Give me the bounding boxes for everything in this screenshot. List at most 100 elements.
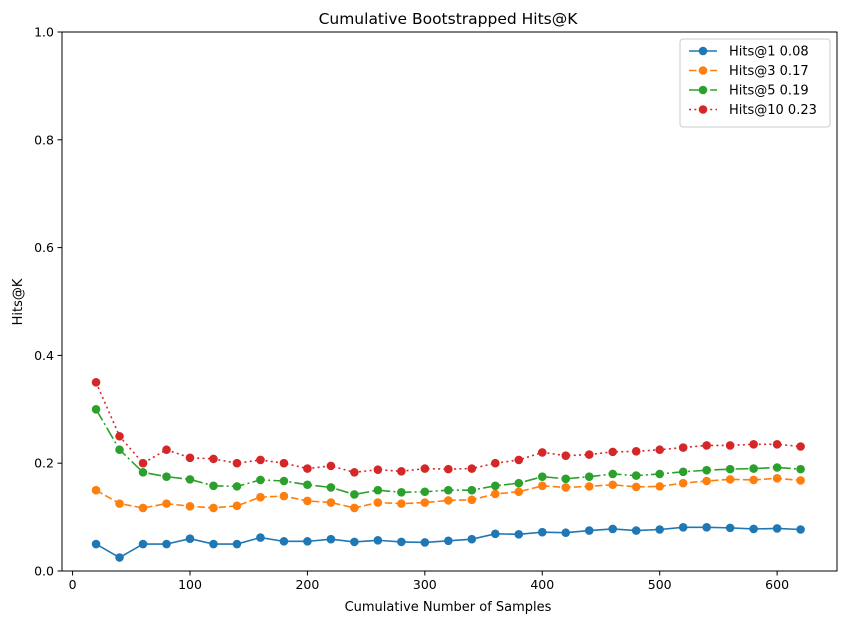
data-point [561, 474, 571, 484]
data-point [420, 487, 430, 497]
data-point [514, 478, 524, 488]
data-point [655, 445, 664, 455]
data-point [91, 485, 101, 495]
data-point [115, 553, 124, 562]
legend-label: Hits@10 0.23 [729, 103, 817, 118]
data-point [631, 482, 641, 492]
data-point [655, 482, 664, 491]
axes-frame [61, 31, 838, 572]
data-point [725, 523, 735, 533]
data-point [655, 469, 664, 479]
data-point [608, 447, 618, 457]
data-point [537, 472, 547, 481]
data-point [678, 523, 688, 532]
series-3 [91, 405, 805, 499]
data-point [91, 378, 101, 387]
data-point [631, 447, 641, 456]
data-point [444, 536, 453, 546]
data-point [185, 534, 195, 543]
data-point [397, 466, 406, 476]
data-point [115, 445, 124, 455]
data-point [631, 526, 641, 535]
data-point [749, 524, 758, 534]
data-point [467, 534, 477, 544]
series-layer [91, 378, 805, 562]
y-axis-label: Hits@K [11, 278, 26, 325]
chart-title: Cumulative Bootstrapped Hits@K [319, 10, 579, 28]
data-point [91, 405, 101, 414]
legend-item: Hits@10 0.23 [689, 103, 817, 118]
data-point [185, 502, 195, 511]
data-point [373, 535, 383, 545]
data-point [303, 537, 312, 546]
data-point [209, 539, 218, 549]
data-point [796, 525, 805, 534]
data-point [678, 443, 688, 452]
data-point [256, 533, 265, 542]
data-point [115, 499, 124, 508]
data-point [326, 498, 336, 507]
series-1 [91, 523, 805, 562]
data-point [678, 478, 688, 488]
data-point [256, 475, 265, 485]
legend-box [679, 38, 831, 128]
data-point [796, 442, 805, 451]
data-point [467, 485, 477, 495]
data-point [702, 465, 711, 475]
data-point [772, 473, 782, 483]
data-point [373, 465, 383, 474]
data-point [608, 524, 618, 534]
data-point [209, 454, 218, 464]
data-point [796, 476, 805, 485]
legend-marker [698, 105, 708, 114]
data-point [702, 476, 711, 486]
data-point [749, 440, 758, 449]
data-point [138, 458, 148, 468]
data-point [772, 440, 782, 449]
data-point [514, 455, 524, 465]
data-point [772, 524, 782, 533]
data-point [350, 537, 359, 547]
data-point [725, 464, 735, 474]
legend-item: Hits@5 0.19 [689, 84, 809, 99]
data-point [326, 534, 336, 544]
series-4 [91, 378, 805, 477]
data-point [537, 448, 547, 457]
legend-label: Hits@1 0.08 [729, 45, 809, 60]
data-point [209, 481, 218, 491]
data-point [514, 487, 524, 497]
legend-item: Hits@3 0.17 [689, 64, 809, 79]
x-tick-label: 100 [178, 577, 202, 592]
data-point [561, 451, 571, 460]
data-point [561, 528, 571, 538]
data-point [185, 475, 195, 484]
data-point [537, 527, 547, 537]
data-point [373, 485, 383, 495]
data-point [584, 450, 594, 459]
data-point [350, 503, 359, 513]
data-point [467, 495, 477, 505]
data-point [420, 538, 430, 547]
data-point [420, 498, 430, 507]
y-tick-label: 0.0 [34, 564, 54, 579]
data-point [467, 464, 477, 473]
data-point [584, 472, 594, 481]
data-point [397, 488, 406, 497]
data-point [796, 464, 805, 474]
y-tick-label: 0.2 [34, 456, 54, 471]
data-point [749, 464, 758, 473]
legend-marker [698, 66, 708, 75]
data-point [702, 523, 711, 532]
data-point [350, 468, 359, 477]
data-point [162, 539, 171, 549]
data-point [655, 525, 664, 534]
data-point [749, 475, 758, 485]
legend-item: Hits@1 0.08 [689, 45, 809, 60]
data-point [138, 468, 148, 477]
data-point [162, 445, 171, 455]
data-point [185, 453, 195, 463]
data-point [279, 458, 289, 468]
data-point [279, 476, 289, 486]
data-point [232, 458, 242, 468]
